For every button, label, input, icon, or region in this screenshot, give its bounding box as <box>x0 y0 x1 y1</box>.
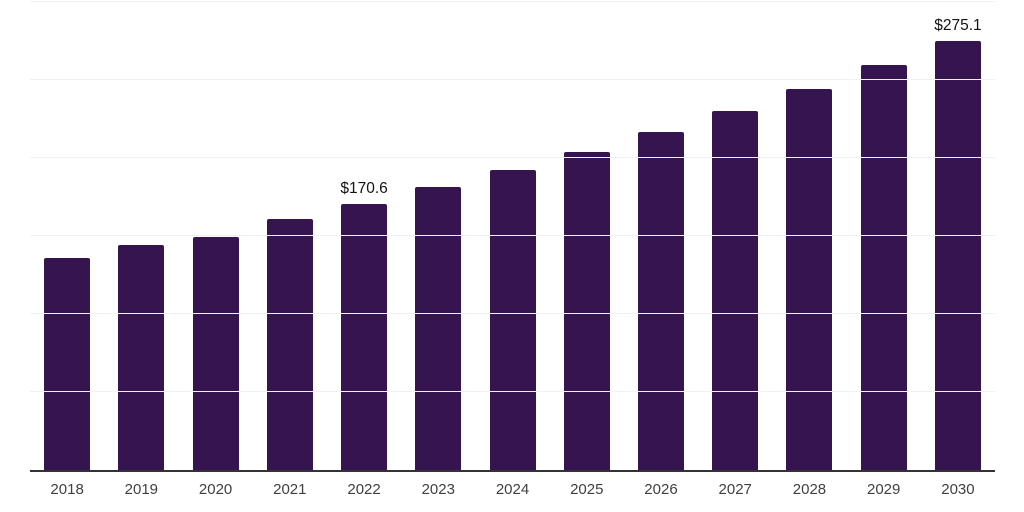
gridline-300 <box>30 1 995 2</box>
bar-band-2023 <box>401 2 475 470</box>
bar-2018 <box>44 258 91 470</box>
bar-2020 <box>192 236 239 470</box>
x-tick-2019: 2019 <box>124 481 159 498</box>
bar-band-2028 <box>772 2 846 470</box>
bar-2025 <box>563 151 610 470</box>
x-tick-2022: 2022 <box>347 481 381 498</box>
x-tick-2030: 2030 <box>941 481 975 498</box>
bar-band-2018 <box>30 2 104 470</box>
bar-band-2024 <box>475 2 549 470</box>
x-tick-2018: 2018 <box>50 481 84 498</box>
bar-band-2022: $170.6 <box>327 2 401 470</box>
bar-2023 <box>415 187 462 470</box>
bar-2021 <box>266 219 313 470</box>
bar-2019 <box>118 245 165 470</box>
bar-band-2020 <box>178 2 252 470</box>
gridline-150 <box>30 235 995 236</box>
x-tick-2028: 2028 <box>792 481 827 498</box>
bars-row: $170.6 $275.1 <box>30 2 995 470</box>
plot-area: $170.6 $275.1 <box>30 1 995 472</box>
bar-2027 <box>712 111 759 470</box>
bar-2024 <box>489 170 536 470</box>
x-tick-2027: 2027 <box>718 481 752 498</box>
bar-2026 <box>637 132 684 470</box>
gridline-200 <box>30 157 995 158</box>
x-tick-2025: 2025 <box>570 481 604 498</box>
gridline-50 <box>30 391 995 392</box>
bar-band-2025 <box>550 2 624 470</box>
x-tick-2021: 2021 <box>273 481 307 498</box>
x-tick-2020: 2020 <box>198 481 233 498</box>
bar-2029 <box>860 65 907 470</box>
bar-band-2021 <box>253 2 327 470</box>
x-axis: 2018 2019 2020 2021 2022 2023 2024 2025 2026 2027… <box>30 481 995 498</box>
gridline-100 <box>30 313 995 314</box>
x-tick-2023: 2023 <box>421 481 455 498</box>
bar-band-2026 <box>624 2 698 470</box>
bar-band-2030: $275.1 <box>921 2 995 470</box>
bar-2030: $275.1 <box>934 17 982 470</box>
x-tick-2024: 2024 <box>495 481 530 498</box>
gridline-250 <box>30 79 995 80</box>
value-label-2022: $170.6 <box>340 179 388 197</box>
bar-2022: $170.6 <box>340 180 388 470</box>
bar-band-2027 <box>698 2 772 470</box>
bar-band-2019 <box>104 2 178 470</box>
bar-2028 <box>786 89 833 470</box>
x-tick-2029: 2029 <box>867 481 901 498</box>
x-tick-2026: 2026 <box>644 481 678 498</box>
value-label-2030: $275.1 <box>934 16 982 34</box>
bar-band-2029 <box>847 2 921 470</box>
